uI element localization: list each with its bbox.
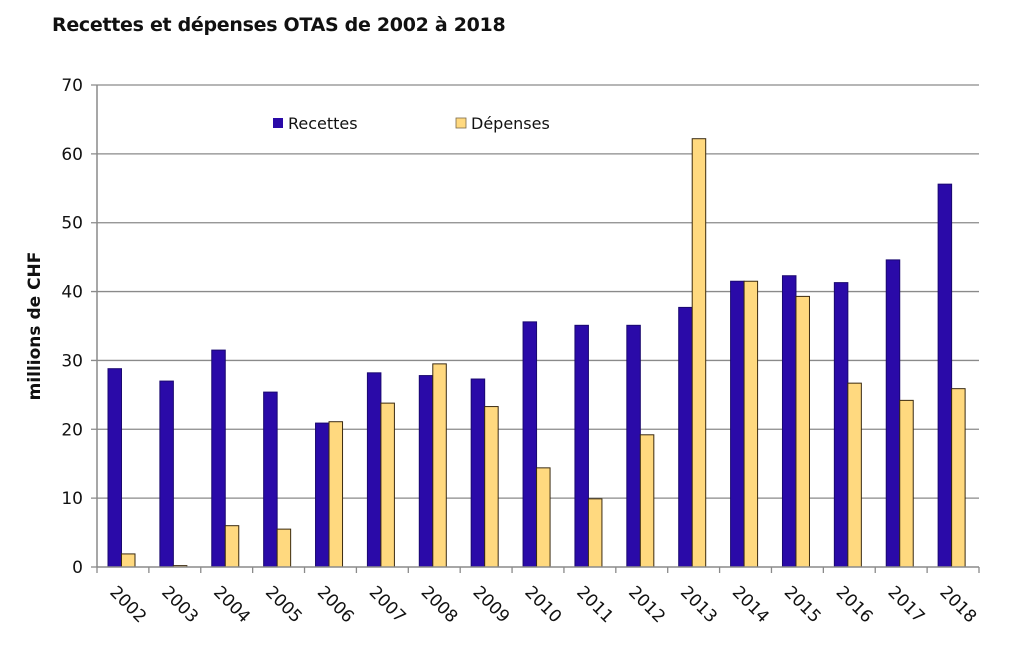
y-tick-label: 30 bbox=[61, 351, 83, 371]
bar-dpenses-2013 bbox=[691, 138, 707, 568]
bar-recettes-2008 bbox=[418, 375, 434, 568]
x-tick-label: 2015 bbox=[780, 582, 825, 627]
legend-label-depenses: Dépenses bbox=[471, 114, 550, 133]
bars bbox=[107, 138, 966, 568]
bar-recettes-2015 bbox=[781, 275, 797, 568]
bar-dpenses-2010 bbox=[536, 467, 551, 568]
bar-dpenses-2016 bbox=[847, 382, 862, 568]
bar-recettes-2004 bbox=[211, 349, 226, 568]
legend-label-recettes: Recettes bbox=[288, 114, 358, 133]
bar-recettes-2007 bbox=[366, 372, 382, 568]
bar-recettes-2013 bbox=[678, 306, 693, 568]
y-tick-label: 70 bbox=[61, 76, 83, 96]
bar-dpenses-2007 bbox=[380, 402, 395, 568]
bar-recettes-2016 bbox=[833, 282, 849, 568]
y-tick-label: 0 bbox=[72, 558, 83, 578]
bar-recettes-2003 bbox=[159, 380, 174, 568]
bar-recettes-2014 bbox=[730, 280, 745, 568]
x-tick-label: 2018 bbox=[936, 582, 981, 627]
x-tick-label: 2003 bbox=[157, 582, 202, 627]
bar-recettes-2011 bbox=[574, 324, 589, 568]
x-tick-label: 2002 bbox=[105, 582, 150, 627]
bar-dpenses-2002 bbox=[121, 553, 136, 568]
bar-recettes-2005 bbox=[263, 391, 278, 568]
x-tick-label: 2017 bbox=[884, 582, 929, 627]
x-tick-label: 2004 bbox=[209, 582, 254, 627]
chart-title: Recettes et dépenses OTAS de 2002 à 2018 bbox=[52, 14, 506, 36]
bar-dpenses-2017 bbox=[899, 399, 914, 568]
x-tick-label: 2006 bbox=[313, 582, 358, 627]
bar-dpenses-2004 bbox=[224, 525, 240, 568]
bar-dpenses-2006 bbox=[328, 421, 344, 568]
bar-dpenses-2018 bbox=[951, 388, 966, 568]
legend-swatch-depenses bbox=[455, 117, 467, 129]
legend: Recettes Dépenses bbox=[273, 114, 550, 133]
bar-dpenses-2012 bbox=[639, 434, 655, 568]
x-axis-ticks: 2002 2003 2004 2005 2006 2007 2008 2009 2010 2011… bbox=[105, 582, 980, 627]
x-tick-label: 2008 bbox=[417, 582, 462, 627]
x-tick-label: 2012 bbox=[624, 582, 669, 627]
y-tick-label: 40 bbox=[61, 283, 83, 303]
bar-dpenses-2008 bbox=[432, 363, 447, 568]
bar-recettes-2002 bbox=[107, 368, 122, 568]
bar-recettes-2010 bbox=[522, 321, 538, 568]
x-tick-label: 2010 bbox=[520, 582, 565, 627]
y-tick-label: 50 bbox=[61, 214, 83, 234]
x-tick-label: 2014 bbox=[728, 582, 773, 627]
y-axis-label: millions de CHF bbox=[25, 252, 45, 401]
bar-recettes-2018 bbox=[937, 183, 953, 568]
legend-swatch-recettes bbox=[273, 118, 283, 128]
bar-dpenses-2005 bbox=[276, 528, 292, 568]
y-axis-ticks: 0 10 20 30 40 50 60 70 bbox=[61, 76, 83, 578]
x-tick-label: 2007 bbox=[365, 582, 410, 627]
bar-recettes-2012 bbox=[626, 324, 641, 568]
axes bbox=[96, 85, 980, 573]
x-tick-label: 2016 bbox=[832, 582, 877, 627]
y-tick-label: 20 bbox=[61, 420, 83, 440]
x-tick-label: 2009 bbox=[469, 582, 514, 627]
x-tick-label: 2011 bbox=[572, 582, 617, 627]
bar-dpenses-2009 bbox=[484, 406, 499, 568]
x-tick-label: 2013 bbox=[676, 582, 721, 627]
y-tick-label: 10 bbox=[61, 489, 83, 509]
bar-recettes-2009 bbox=[470, 378, 486, 568]
bar-recettes-2006 bbox=[315, 422, 330, 568]
bar-dpenses-2014 bbox=[743, 280, 759, 568]
y-tick-label: 60 bbox=[61, 145, 83, 165]
bar-dpenses-2015 bbox=[795, 295, 810, 568]
x-tick-label: 2005 bbox=[261, 582, 306, 627]
bar-dpenses-2011 bbox=[587, 498, 603, 568]
bar-recettes-2017 bbox=[885, 259, 901, 568]
